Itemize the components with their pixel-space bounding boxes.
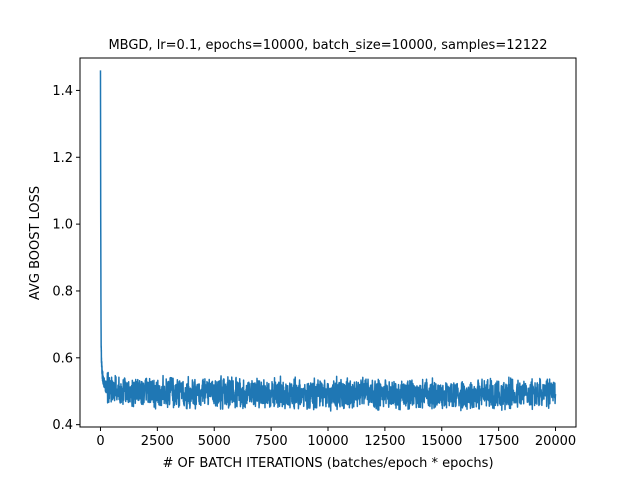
x-tick-label: 7500	[255, 434, 288, 449]
y-tick-label: 1.0	[52, 218, 73, 233]
loss-series-line	[99, 70, 557, 412]
y-axis-title: AVG BOOST LOSS	[28, 186, 43, 300]
y-tick-label: 1.4	[52, 84, 73, 99]
x-axis-title: # OF BATCH ITERATIONS (batches/epoch * e…	[162, 456, 493, 471]
x-tick-label: 2500	[141, 434, 174, 449]
x-tick-label: 5000	[198, 434, 231, 449]
y-tick-label: 0.8	[52, 284, 73, 299]
x-tick-label: 0	[96, 434, 104, 449]
x-tick-label: 20000	[535, 434, 576, 449]
x-tick-label: 15000	[421, 434, 462, 449]
y-tick-label: 1.2	[52, 151, 73, 166]
y-tick-label: 0.6	[52, 351, 73, 366]
x-tick-label: 10000	[307, 434, 348, 449]
x-tick-label: 17500	[478, 434, 519, 449]
x-axis: 0 2500 5000 7500 10000 12500 15000 17500 20000	[96, 427, 576, 449]
y-tick-label: 0.4	[52, 418, 73, 433]
y-axis: 0.4 0.6 0.8 1.0 1.2 1.4	[52, 84, 80, 433]
x-tick-label: 12500	[364, 434, 405, 449]
chart-title: MBGD, lr=0.1, epochs=10000, batch_size=1…	[108, 38, 547, 53]
